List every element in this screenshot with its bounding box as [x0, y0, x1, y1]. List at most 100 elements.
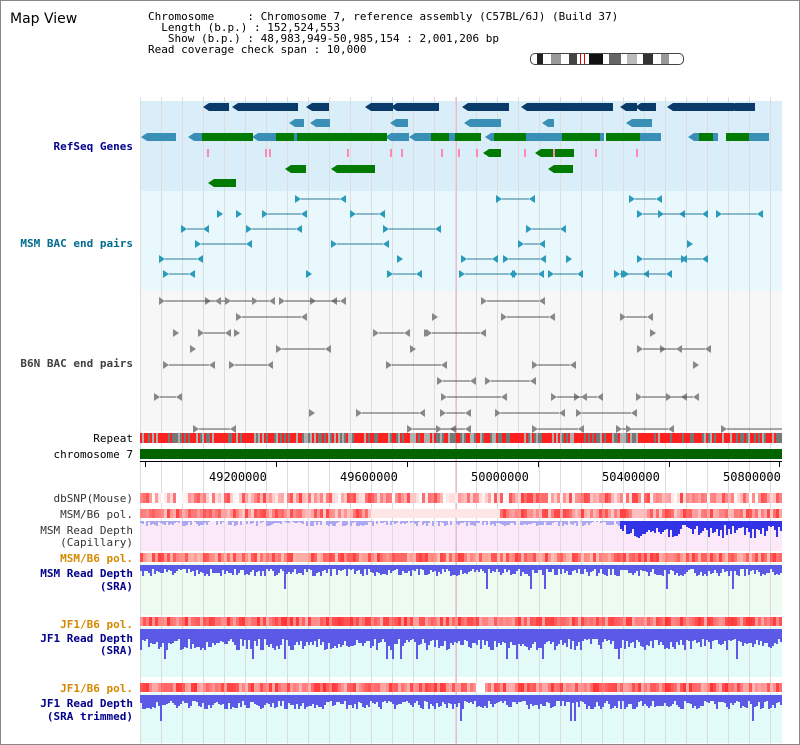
- bac-end-arrow[interactable]: [159, 297, 165, 305]
- track-label-repeat[interactable]: Repeat: [93, 432, 133, 445]
- bac-end-arrow[interactable]: [681, 255, 687, 263]
- bac-end-arrow[interactable]: [509, 270, 515, 278]
- track-label-msm-b6-pol-1[interactable]: MSM/B6 pol.: [60, 508, 133, 521]
- bac-end-arrow[interactable]: [581, 393, 587, 401]
- gene-arrow[interactable]: [530, 133, 536, 141]
- bac-end-arrow[interactable]: [687, 240, 693, 248]
- bac-end-arrow[interactable]: [340, 297, 346, 305]
- bac-end-arrow[interactable]: [269, 297, 275, 305]
- bac-end-arrow[interactable]: [373, 329, 379, 337]
- gene-arrow[interactable]: [141, 133, 147, 141]
- bac-end-arrow[interactable]: [225, 329, 231, 337]
- track-label-jf1-b6-pol-1[interactable]: JF1/B6 pol.: [60, 618, 133, 631]
- bac-end-arrow[interactable]: [267, 361, 273, 369]
- gene-arrow[interactable]: [189, 133, 195, 141]
- bac-end-arrow[interactable]: [559, 409, 565, 417]
- gene-arrow[interactable]: [365, 103, 371, 111]
- bac-end-arrow[interactable]: [301, 210, 307, 218]
- gene-arrow[interactable]: [285, 165, 291, 173]
- gene-arrow[interactable]: [398, 103, 404, 111]
- bac-end-arrow[interactable]: [548, 270, 554, 278]
- gene-arrow[interactable]: [535, 149, 541, 157]
- bac-end-arrow[interactable]: [716, 210, 722, 218]
- gene-arrow[interactable]: [483, 149, 489, 157]
- bac-end-arrow[interactable]: [693, 393, 699, 401]
- bac-end-arrow[interactable]: [518, 240, 524, 248]
- bac-end-arrow[interactable]: [246, 225, 252, 233]
- bac-end-arrow[interactable]: [410, 345, 416, 353]
- gene-arrow[interactable]: [729, 103, 735, 111]
- track-label-jf1-depth-sra[interactable]: JF1 Read Depth: [40, 632, 133, 645]
- bac-end-arrow[interactable]: [503, 255, 509, 263]
- bac-end-arrow[interactable]: [416, 270, 422, 278]
- bac-end-arrow[interactable]: [693, 361, 699, 369]
- bac-end-arrow[interactable]: [614, 270, 620, 278]
- bac-end-arrow[interactable]: [495, 409, 501, 417]
- bac-end-arrow[interactable]: [539, 297, 545, 305]
- bac-end-arrow[interactable]: [526, 225, 532, 233]
- gene-arrow[interactable]: [542, 119, 548, 127]
- bac-end-arrow[interactable]: [163, 270, 169, 278]
- bac-end-arrow[interactable]: [470, 377, 476, 385]
- bac-end-arrow[interactable]: [532, 361, 538, 369]
- track-label-msm-depth-capillary[interactable]: MSM Read Depth: [40, 524, 133, 537]
- chromosome-ideogram[interactable]: [530, 53, 684, 65]
- bac-end-arrow[interactable]: [666, 393, 672, 401]
- bac-end-arrow[interactable]: [578, 425, 584, 433]
- gene-arrow[interactable]: [369, 103, 375, 111]
- bac-end-arrow[interactable]: [229, 361, 235, 369]
- track-label-msm-depth-sra[interactable]: MSM Read Depth: [40, 567, 133, 580]
- bac-end-arrow[interactable]: [295, 195, 301, 203]
- gene-arrow[interactable]: [289, 119, 295, 127]
- bac-end-arrow[interactable]: [386, 361, 392, 369]
- bac-end-arrow[interactable]: [637, 210, 643, 218]
- bac-end-arrow[interactable]: [658, 210, 664, 218]
- bac-end-arrow[interactable]: [181, 225, 187, 233]
- bac-end-arrow[interactable]: [465, 409, 471, 417]
- bac-end-arrow[interactable]: [197, 255, 203, 263]
- track-label-jf1-b6-pol-2[interactable]: JF1/B6 pol.: [60, 682, 133, 695]
- bac-end-arrow[interactable]: [597, 393, 603, 401]
- bac-end-arrow[interactable]: [551, 393, 557, 401]
- gene-arrow[interactable]: [667, 103, 673, 111]
- bac-end-arrow[interactable]: [379, 210, 385, 218]
- gene-arrow[interactable]: [203, 103, 209, 111]
- gene-arrow[interactable]: [263, 103, 269, 111]
- bac-end-arrow[interactable]: [436, 425, 442, 433]
- gene-arrow[interactable]: [635, 103, 641, 111]
- gene-arrow[interactable]: [310, 119, 316, 127]
- bac-end-arrow[interactable]: [159, 255, 165, 263]
- gene-arrow[interactable]: [232, 103, 238, 111]
- bac-end-arrow[interactable]: [650, 329, 656, 337]
- bac-end-arrow[interactable]: [501, 313, 507, 321]
- bac-end-arrow[interactable]: [435, 225, 441, 233]
- bac-end-arrow[interactable]: [459, 270, 465, 278]
- track-label-chromosome[interactable]: chromosome 7: [53, 448, 133, 461]
- bac-end-arrow[interactable]: [566, 255, 572, 263]
- bac-end-arrow[interactable]: [441, 361, 447, 369]
- bac-end-arrow[interactable]: [309, 409, 315, 417]
- gene-arrow[interactable]: [521, 103, 527, 111]
- bac-end-arrow[interactable]: [676, 345, 682, 353]
- bac-end-arrow[interactable]: [721, 425, 727, 433]
- gene-arrow[interactable]: [464, 119, 470, 127]
- bac-end-arrow[interactable]: [276, 345, 282, 353]
- gene-arrow[interactable]: [331, 165, 337, 173]
- bac-end-arrow[interactable]: [230, 425, 236, 433]
- bac-end-arrow[interactable]: [387, 270, 393, 278]
- bac-end-arrow[interactable]: [668, 425, 674, 433]
- bac-end-arrow[interactable]: [636, 393, 642, 401]
- bac-end-arrow[interactable]: [702, 255, 708, 263]
- bac-end-arrow[interactable]: [325, 345, 331, 353]
- gene-arrow[interactable]: [595, 103, 601, 111]
- track-label-jf1-depth-trim[interactable]: JF1 Read Depth: [40, 697, 133, 710]
- bac-end-arrow[interactable]: [577, 270, 583, 278]
- track-label-msm-bac[interactable]: MSM BAC end pairs: [20, 237, 133, 250]
- bac-end-arrow[interactable]: [496, 195, 502, 203]
- bac-end-arrow[interactable]: [560, 225, 566, 233]
- bac-end-arrow[interactable]: [397, 255, 403, 263]
- gene-arrow[interactable]: [557, 103, 563, 111]
- tracks-canvas[interactable]: [140, 97, 782, 745]
- bac-end-arrow[interactable]: [383, 240, 389, 248]
- bac-end-arrow[interactable]: [629, 195, 635, 203]
